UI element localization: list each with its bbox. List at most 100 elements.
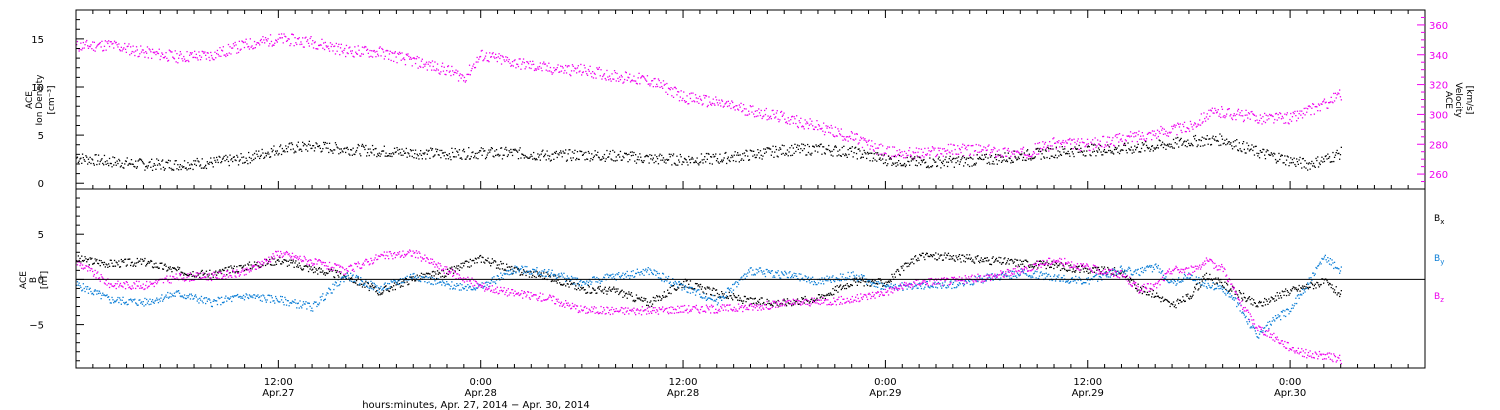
ion-density-point xyxy=(452,156,455,158)
velocity-point xyxy=(475,61,477,63)
magnetic-field-bx-point xyxy=(731,297,733,299)
ion-density-point xyxy=(595,154,597,156)
ion-density-point xyxy=(402,154,404,156)
velocity-point xyxy=(1016,151,1018,153)
magnetic-field-by-point xyxy=(127,303,129,305)
ion-density-point xyxy=(970,157,972,159)
velocity-point xyxy=(511,61,514,63)
magnetic-field-bx-point xyxy=(414,280,417,282)
magnetic-field-bx-point xyxy=(1075,270,1077,272)
ion-density-point xyxy=(142,162,144,164)
velocity-point xyxy=(1325,101,1327,103)
magnetic-field-bx-point xyxy=(526,270,528,272)
velocity-point xyxy=(734,109,736,111)
ion-density-point xyxy=(859,150,861,152)
ion-density-point xyxy=(1179,138,1181,141)
velocity-point xyxy=(1221,108,1224,110)
ion-density-point xyxy=(486,154,488,156)
velocity-point xyxy=(479,56,481,58)
ion-density-point xyxy=(1161,141,1164,143)
magnetic-field-bx-point xyxy=(951,256,953,258)
magnetic-field-bx-point xyxy=(844,284,847,286)
magnetic-field-bx-point xyxy=(1120,272,1122,274)
velocity-point xyxy=(866,141,868,143)
ion-density-point xyxy=(877,154,880,156)
magnetic-field-bx-point xyxy=(812,301,814,304)
ion-density-point xyxy=(176,168,178,170)
ion-density-point xyxy=(765,151,767,153)
velocity-point xyxy=(787,117,789,119)
velocity-point xyxy=(896,150,898,152)
ion-density-point xyxy=(1174,142,1176,144)
magnetic-field-by-point xyxy=(244,296,246,298)
velocity-point xyxy=(212,58,214,61)
ion-density-point xyxy=(1115,148,1117,150)
magnetic-field-by-point xyxy=(482,287,484,289)
ion-density-point xyxy=(819,143,821,146)
magnetic-field-by-point xyxy=(128,299,130,301)
magnetic-field-by-point xyxy=(387,282,389,285)
magnetic-field-bx-point xyxy=(1286,290,1288,292)
ion-density-point xyxy=(1102,154,1104,156)
magnetic-field-bx-point xyxy=(1256,305,1258,307)
velocity-point xyxy=(807,122,809,124)
ion-density-point xyxy=(796,146,798,148)
velocity-point xyxy=(182,60,184,62)
ion-density-point xyxy=(237,164,240,166)
magnetic-field-bx-point xyxy=(1046,261,1048,263)
ion-density-point xyxy=(541,150,543,153)
velocity-point xyxy=(468,64,471,66)
magnetic-field-by-point xyxy=(172,295,174,297)
velocity-point xyxy=(356,53,359,55)
ion-density-point xyxy=(639,153,641,155)
velocity-point xyxy=(1071,139,1073,141)
magnetic-field-bx-point xyxy=(1084,267,1086,269)
velocity-point xyxy=(1279,112,1281,114)
magnetic-field-bx-point xyxy=(1299,290,1301,292)
velocity-point xyxy=(627,76,629,78)
ion-density-point xyxy=(443,155,445,157)
velocity-point xyxy=(1164,133,1166,135)
velocity-point xyxy=(1307,105,1310,107)
ion-density-point xyxy=(1280,154,1283,156)
magnetic-field-bx-point xyxy=(711,289,713,291)
magnetic-field-by-point xyxy=(176,290,178,292)
magnetic-field-bx-point xyxy=(688,283,690,285)
velocity-point xyxy=(1105,145,1107,147)
ion-density-point xyxy=(1205,138,1208,140)
magnetic-field-by-point xyxy=(212,300,214,302)
ion-density-point xyxy=(260,154,262,156)
velocity-point xyxy=(732,107,735,109)
velocity-point xyxy=(447,65,450,67)
velocity-point xyxy=(177,62,179,64)
velocity-point xyxy=(753,116,756,118)
ion-density-point xyxy=(232,160,234,163)
magnetic-field-bx-point xyxy=(333,276,335,278)
magnetic-field-by-point xyxy=(302,304,304,306)
velocity-point xyxy=(576,72,578,74)
magnetic-field-bx-point xyxy=(1307,288,1310,290)
velocity-point xyxy=(854,133,856,135)
magnetic-field-bx-point xyxy=(496,264,498,266)
velocity-point xyxy=(760,109,762,112)
ion-density-point xyxy=(484,158,487,160)
magnetic-field-bx-point xyxy=(271,257,273,259)
magnetic-field-bx-point xyxy=(1065,269,1068,272)
magnetic-field-bx-point xyxy=(748,304,751,306)
ion-density-point xyxy=(119,166,122,168)
magnetic-field-bx-point xyxy=(1032,267,1035,269)
magnetic-field-bx-point xyxy=(1049,266,1052,268)
velocity-point xyxy=(223,54,225,56)
magnetic-field-bx-point xyxy=(135,262,138,264)
ion-density-point xyxy=(713,156,715,158)
velocity-point xyxy=(1153,130,1155,132)
velocity-point xyxy=(416,55,418,58)
magnetic-field-by-point xyxy=(260,295,262,297)
velocity-point xyxy=(140,51,143,53)
velocity-point xyxy=(802,126,805,128)
velocity-point xyxy=(850,138,852,140)
magnetic-field-bx-point xyxy=(318,268,320,270)
ion-density-point xyxy=(863,149,865,152)
velocity-point xyxy=(603,73,606,75)
velocity-point xyxy=(684,101,686,103)
